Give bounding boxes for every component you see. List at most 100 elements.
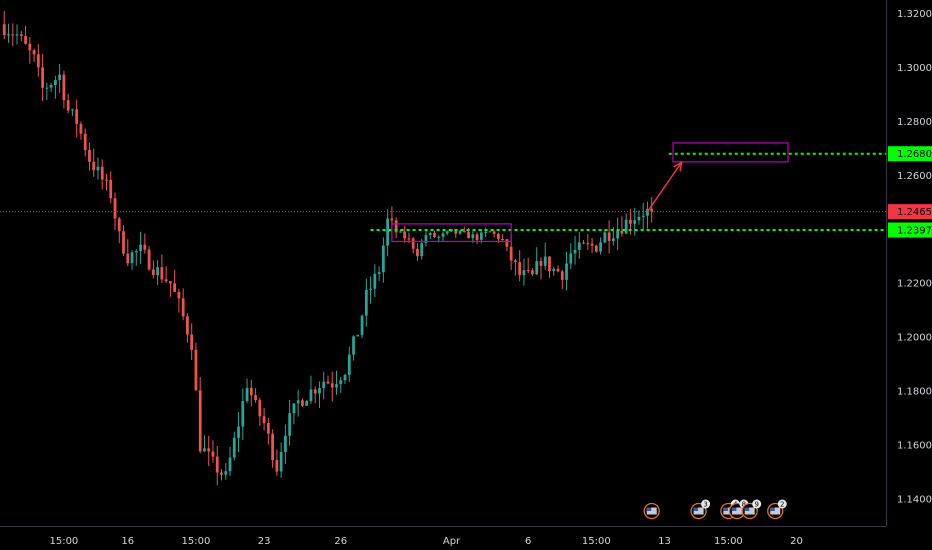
candle-body <box>633 220 637 224</box>
candle-body <box>390 218 394 221</box>
candle-body <box>552 268 556 272</box>
candle-body <box>599 242 602 252</box>
candle-body <box>590 243 594 246</box>
candle-body <box>296 400 300 404</box>
candle-body <box>143 244 147 250</box>
price-axis-tick-label: 1.32000 <box>897 9 932 20</box>
price-axis-tick-label: 1.26000 <box>897 171 932 182</box>
projection-arrow[interactable] <box>646 161 683 213</box>
candle-body <box>484 231 487 233</box>
candle-body <box>330 383 334 388</box>
price-axis-tick-label: 1.28000 <box>897 117 932 128</box>
events-layer: 34892 <box>643 499 787 520</box>
candle-body <box>556 268 560 272</box>
candle-body <box>467 231 470 239</box>
candle-body <box>15 34 19 36</box>
current-price-tag <box>888 204 932 220</box>
candle-body <box>28 43 32 51</box>
time-axis-tick-label: 20 <box>790 536 803 547</box>
flag-icon <box>744 507 755 515</box>
candle-body <box>646 208 649 216</box>
candle-body <box>637 216 641 221</box>
candle-body <box>386 218 390 246</box>
candle-body <box>347 354 351 375</box>
candle-body <box>381 245 385 273</box>
candle-body <box>454 229 458 234</box>
time-axis-tick-label: Apr <box>443 536 461 547</box>
target-zone-rectangle[interactable] <box>672 142 789 163</box>
candle-body <box>164 279 168 282</box>
candle-body <box>7 34 10 36</box>
candle-body <box>190 334 194 350</box>
candle-body <box>313 389 317 394</box>
target-zone-rectangle[interactable] <box>391 223 512 243</box>
candle-body <box>105 179 108 181</box>
candle-body <box>479 232 483 240</box>
flag-icon <box>723 507 728 511</box>
flag-icon <box>723 507 734 515</box>
candle-body <box>518 262 522 276</box>
candle-body <box>66 100 70 111</box>
candle-body <box>232 437 236 458</box>
price-axis-tick-label: 1.14000 <box>897 495 932 506</box>
candle-body <box>117 218 121 232</box>
price-axis-tick-label: 1.20000 <box>897 333 932 344</box>
event-count-badge <box>777 499 787 509</box>
price-axis[interactable]: 1.32000 1.30000 1.28000 1.26000 1.22000 1.200… <box>888 9 932 506</box>
event-count-label: 2 <box>780 500 784 508</box>
candle-body <box>279 452 283 472</box>
candle-body <box>535 261 539 275</box>
candle-body <box>458 231 462 234</box>
candle-body <box>271 433 274 460</box>
level-price-tag <box>888 222 932 238</box>
candle-body <box>169 281 172 284</box>
candle-body <box>343 374 347 381</box>
candle-body <box>32 50 36 55</box>
event-count-label: 9 <box>754 500 758 508</box>
candle-body <box>488 231 492 233</box>
time-axis-tick-label: 15:00 <box>182 536 211 547</box>
candle-body <box>88 150 91 162</box>
candle-body <box>147 249 151 270</box>
candle-body <box>83 133 87 151</box>
candle-body <box>335 384 338 388</box>
candle-body <box>309 389 313 402</box>
candle-body <box>71 109 74 111</box>
candle-body <box>318 388 321 394</box>
candle-body <box>301 400 304 406</box>
candle-body <box>462 231 466 233</box>
flag-icon <box>731 507 737 511</box>
candle-body <box>326 381 330 384</box>
candle-body <box>237 426 240 438</box>
time-axis[interactable]: 15:00 16 15:00 23 26 Apr 6 15:00 13 15:00 20 <box>49 536 802 547</box>
candle-body <box>58 74 62 81</box>
candle-body <box>522 270 526 276</box>
candle-body <box>548 256 551 272</box>
candle-body <box>122 231 125 254</box>
candle-body <box>186 316 189 335</box>
candle-body <box>75 109 79 124</box>
candle-body <box>41 67 44 88</box>
candle-body <box>471 234 475 239</box>
candle-body <box>322 381 326 389</box>
candle-body <box>266 423 270 434</box>
candle-body <box>586 243 590 245</box>
candle-body <box>53 80 57 85</box>
candle-body <box>394 220 398 233</box>
candle-body <box>339 380 343 385</box>
candle-body <box>194 349 198 391</box>
candle-body <box>356 334 360 337</box>
event-count-badge <box>752 499 762 509</box>
candle-body <box>509 246 513 261</box>
candle-body <box>160 267 164 280</box>
candle-body <box>241 401 245 427</box>
candle-body <box>445 231 449 234</box>
candle-body <box>612 238 615 241</box>
candle-body <box>577 242 581 250</box>
candle-body <box>437 236 441 238</box>
candle-body <box>228 457 232 472</box>
level-price-tag <box>888 146 932 162</box>
candle-body <box>288 413 292 436</box>
price-axis-tick-label: 1.16000 <box>897 441 932 452</box>
